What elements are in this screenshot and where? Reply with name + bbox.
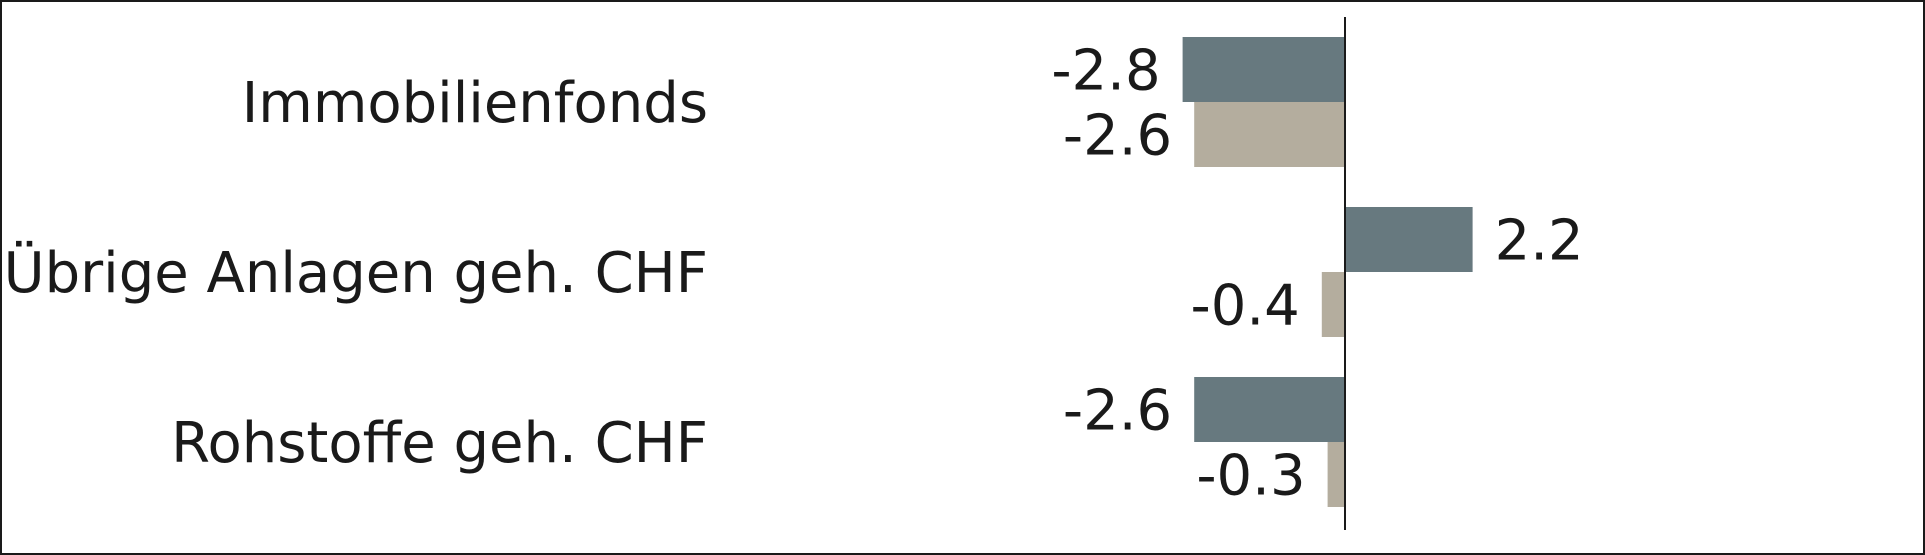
category-labels: Immobilienfonds Übrige Anlagen geh. CHF Ro… bbox=[4, 71, 708, 476]
bar bbox=[1182, 37, 1345, 102]
data-label: 2.2 bbox=[1495, 209, 1584, 274]
bars bbox=[1182, 37, 1473, 507]
data-label: -2.8 bbox=[1051, 39, 1160, 104]
bar bbox=[1194, 377, 1345, 442]
category-label: Rohstoffe geh. CHF bbox=[171, 411, 708, 476]
data-label: -0.3 bbox=[1196, 444, 1305, 509]
category-label: Übrige Anlagen geh. CHF bbox=[4, 241, 708, 306]
bar bbox=[1194, 102, 1345, 167]
bar bbox=[1321, 272, 1345, 337]
data-label: -2.6 bbox=[1063, 104, 1172, 169]
data-label: -0.4 bbox=[1191, 274, 1300, 339]
data-label: -2.6 bbox=[1063, 379, 1172, 444]
category-label: Immobilienfonds bbox=[242, 71, 708, 136]
value-labels: -2.8-2.62.2-0.4-2.6-0.3 bbox=[1051, 39, 1583, 509]
bar bbox=[1327, 442, 1345, 507]
bar bbox=[1345, 207, 1473, 272]
